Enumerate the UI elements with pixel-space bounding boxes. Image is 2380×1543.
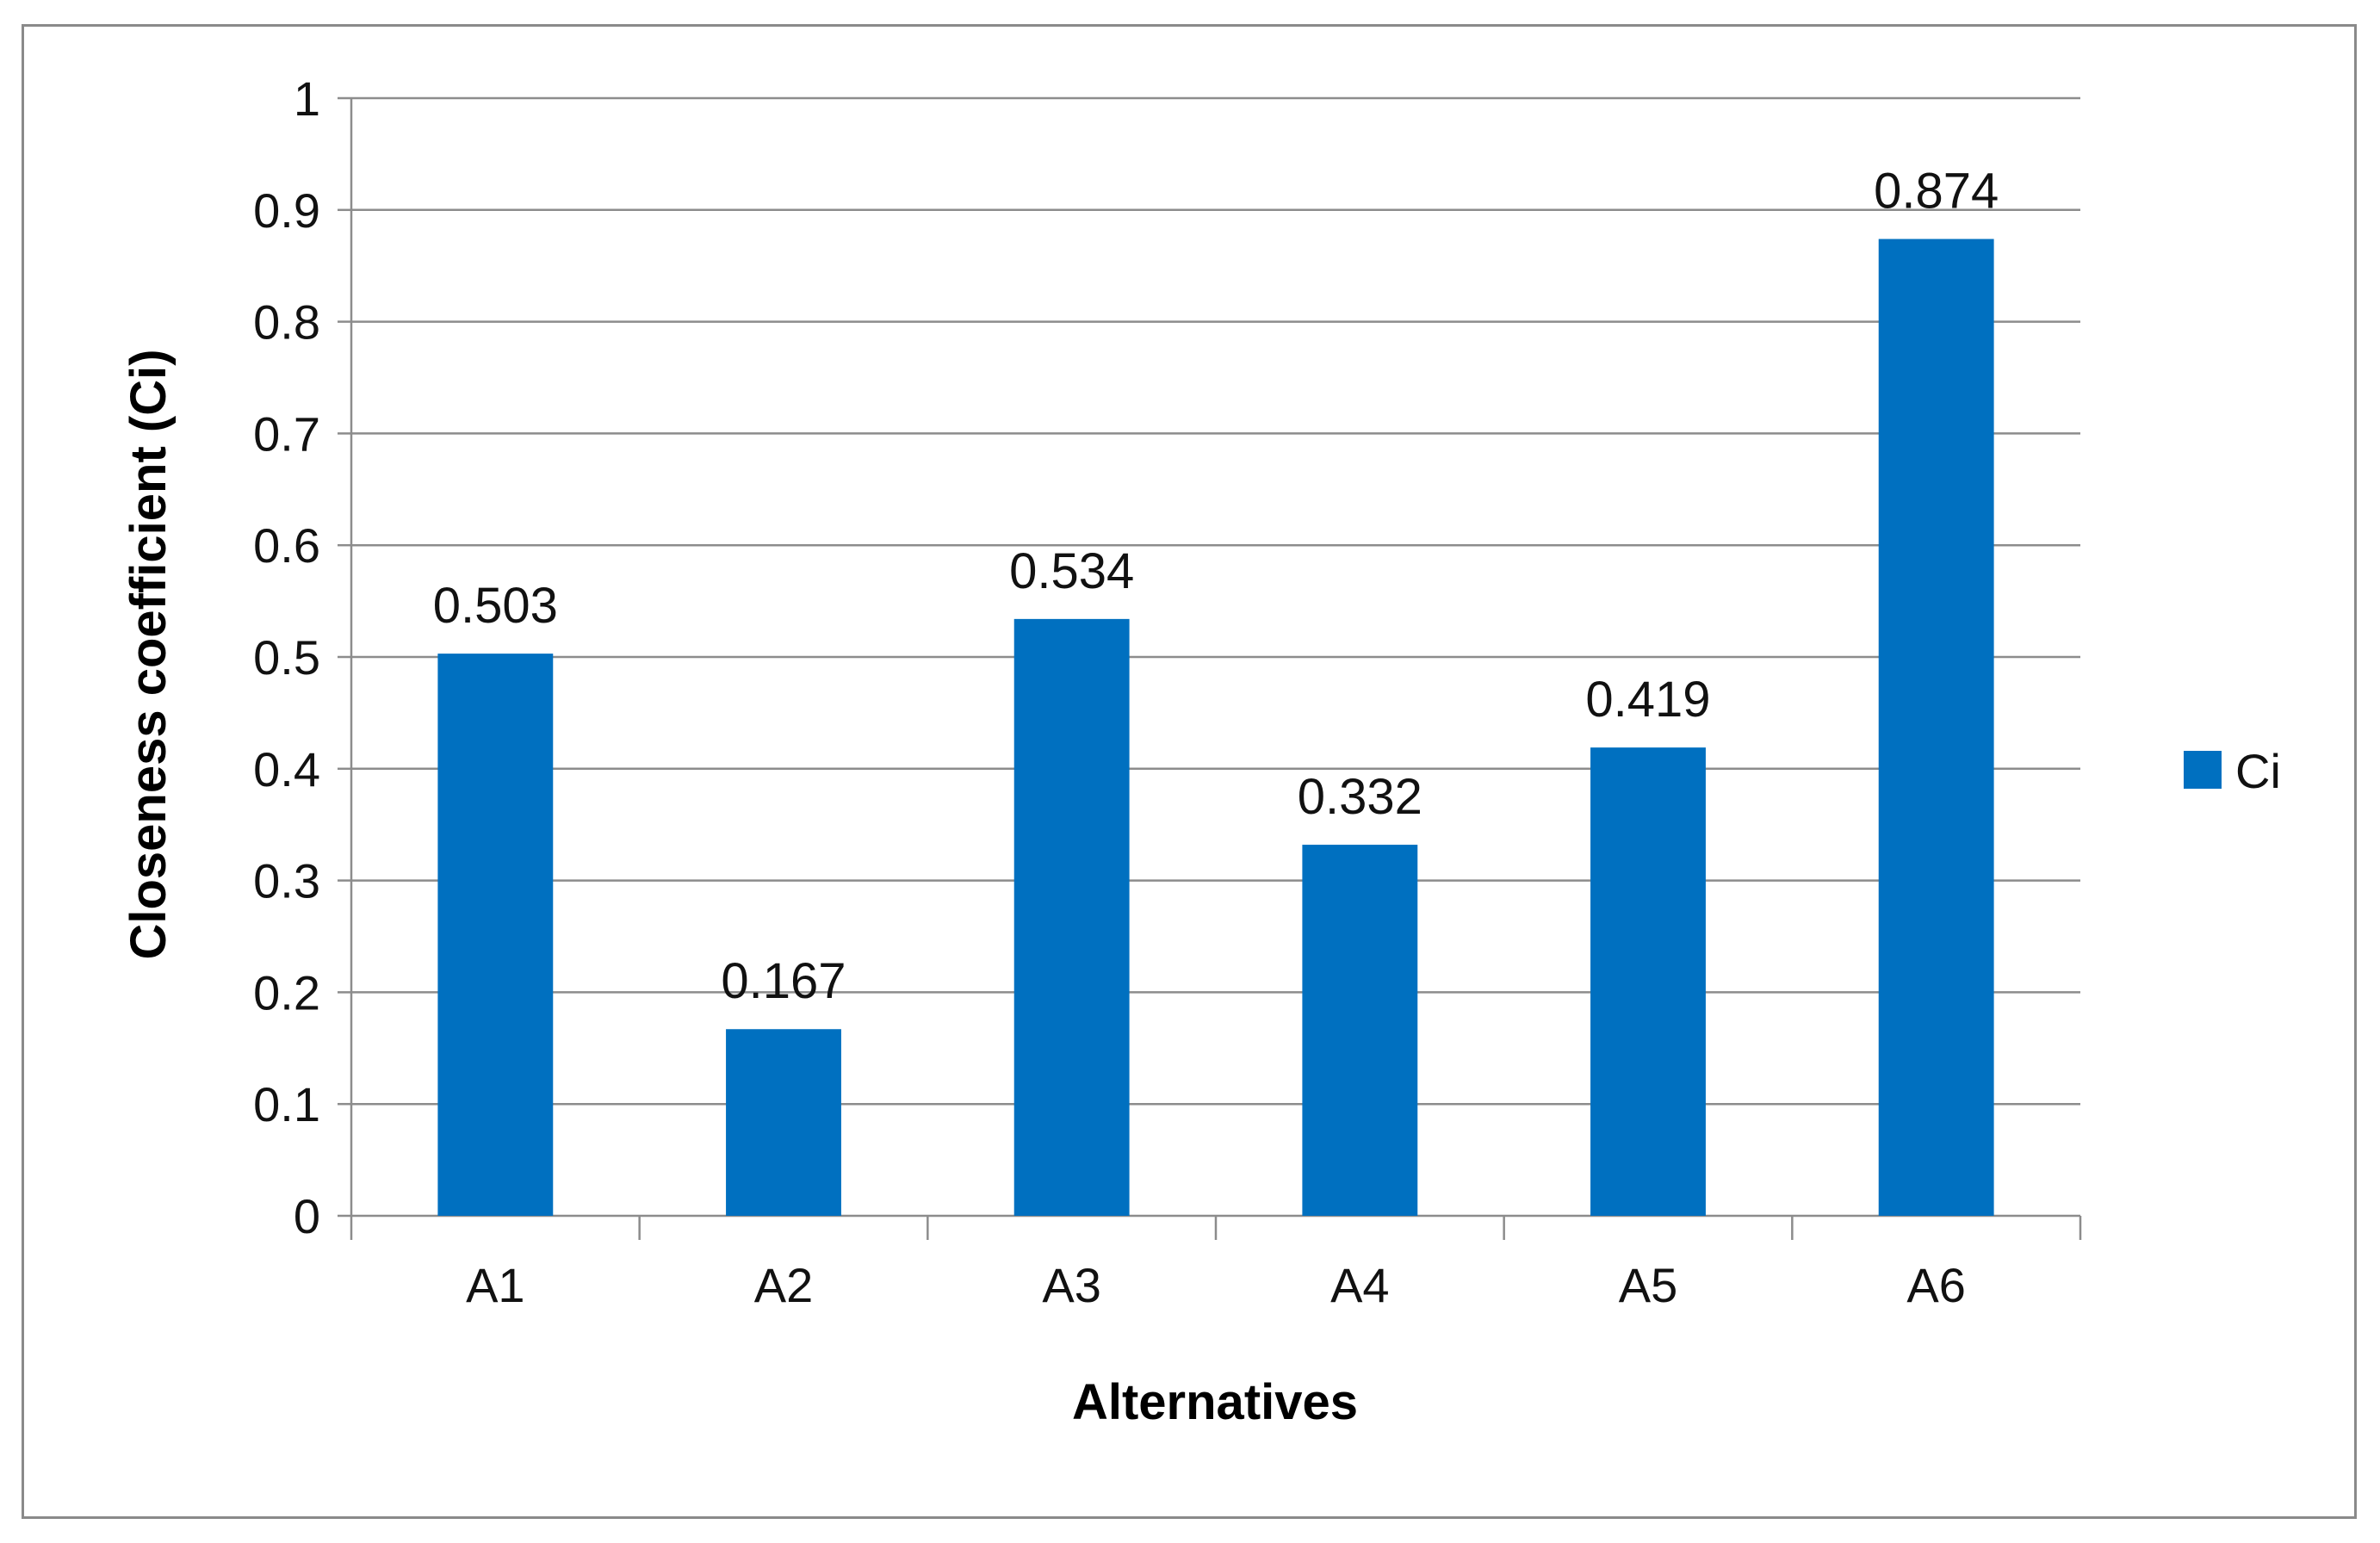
- data-label-a5: 0.419: [1585, 672, 1710, 728]
- x-tick-label-a4: A4: [1330, 1258, 1390, 1312]
- data-label-a4: 0.332: [1298, 769, 1422, 825]
- data-label-a6: 0.874: [1874, 164, 1999, 220]
- x-tick-label-a1: A1: [466, 1258, 525, 1312]
- data-label-a1: 0.503: [433, 578, 558, 634]
- bar-a4: [1302, 845, 1418, 1216]
- data-label-a2: 0.167: [721, 953, 846, 1009]
- x-tick-label-a2: A2: [754, 1258, 814, 1312]
- y-tick-label: 0.5: [253, 630, 320, 685]
- y-tick-label: 0.4: [253, 742, 320, 796]
- legend-swatch-ci: [2184, 751, 2222, 789]
- bar-a2: [726, 1029, 841, 1216]
- x-tick-label-a5: A5: [1619, 1258, 1678, 1312]
- bars: [437, 239, 1994, 1217]
- y-axis-title: Closeness coefficient (Ci): [121, 349, 177, 959]
- bar-a5: [1590, 747, 1706, 1216]
- y-tick-label: 0.9: [253, 183, 320, 238]
- x-axis-tick-labels: A1 A2 A3 A4 A5 A6: [466, 1258, 1966, 1312]
- y-tick-label: 0.7: [253, 406, 320, 461]
- bar-a1: [437, 654, 554, 1216]
- x-axis-title: Alternatives: [1072, 1374, 1358, 1430]
- y-tick-label: 0.8: [253, 295, 320, 350]
- y-tick-label: 0.2: [253, 965, 320, 1019]
- y-axis-tick-labels: 0 0.1 0.2 0.3 0.4 0.5 0.6 0.7 0.8 0.9 1: [253, 71, 320, 1243]
- legend: Ci: [2184, 744, 2281, 798]
- bar-a3: [1013, 618, 1130, 1216]
- gridlines: [351, 96, 2080, 1106]
- y-tick-label: 0.3: [253, 854, 320, 908]
- data-label-a3: 0.534: [1009, 543, 1134, 599]
- legend-label-ci: Ci: [2235, 744, 2281, 798]
- y-tick-label: 0.6: [253, 518, 320, 573]
- x-tick-label-a3: A3: [1042, 1258, 1101, 1312]
- x-tick-label-a6: A6: [1906, 1258, 1966, 1312]
- bar-a6: [1878, 239, 1994, 1217]
- y-tick-label: 0.1: [253, 1077, 320, 1131]
- data-labels: 0.503 0.167 0.534 0.332 0.419 0.874: [433, 164, 1999, 1010]
- axes: [338, 96, 2082, 1240]
- y-tick-label: 0: [294, 1189, 320, 1243]
- y-tick-label: 1: [294, 71, 320, 126]
